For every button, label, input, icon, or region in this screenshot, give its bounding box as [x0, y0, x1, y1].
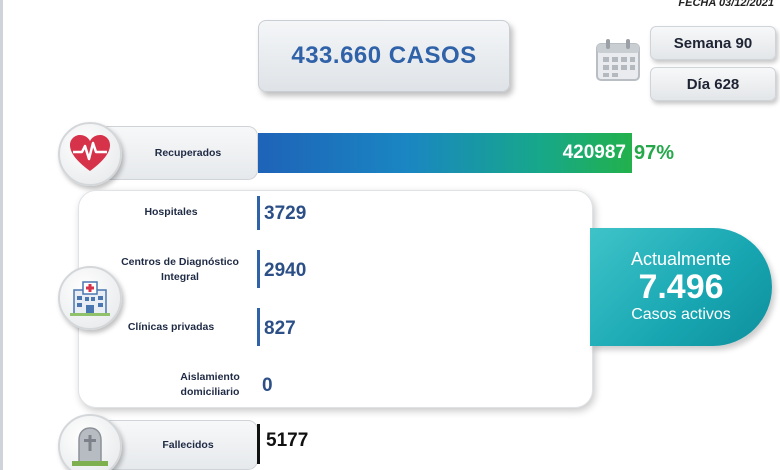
home-isolation-value: 0 [262, 375, 273, 396]
active-cases-caption: Casos activos [631, 306, 731, 323]
private-clinics-divider [257, 308, 260, 346]
heart-pulse-icon [58, 122, 122, 186]
active-cases-heading: Actualmente [630, 249, 732, 269]
active-cases-value: 7.496 [638, 268, 724, 306]
total-cases-box: 433.660 CASOS [258, 20, 510, 92]
recovered-value: 420987 [562, 142, 626, 163]
day-badge: Día 628 [650, 67, 776, 101]
week-badge: Semana 90 [650, 26, 776, 60]
recovered-bar: 420987 [258, 133, 632, 173]
private-clinics-value: 827 [264, 318, 296, 339]
hospitals-divider [257, 196, 260, 230]
total-cases-value: 433.660 CASOS [291, 42, 477, 69]
cdi-divider [257, 250, 260, 288]
deceased-value: 5177 [266, 430, 309, 451]
gravestone-icon [58, 414, 122, 470]
left-border [0, 0, 3, 470]
calendar-icon [596, 39, 640, 81]
private-clinics-label: Clínicas privadas [127, 321, 215, 333]
deceased-divider [257, 424, 260, 464]
hospital-icon [58, 266, 122, 330]
report-date: FECHA 03/12/2021 [678, 0, 774, 9]
hospitals-label: Hospitales [144, 206, 198, 218]
hospitals-value: 3729 [264, 203, 307, 224]
home-isolation-label: Aislamiento domiciliario [180, 371, 240, 398]
recovered-percent: 97% [634, 142, 675, 164]
cdi-label: Centros de Diagnóstico Integral [121, 256, 239, 283]
active-cases-panel: Actualmente 7.496 Casos activos [590, 228, 772, 346]
cdi-value: 2940 [264, 260, 307, 281]
